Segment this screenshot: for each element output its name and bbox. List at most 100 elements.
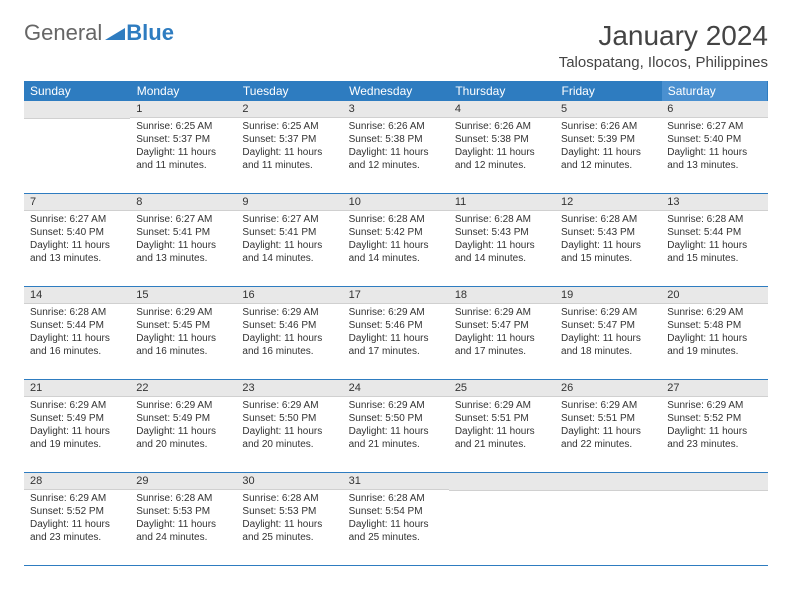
sunset-text: Sunset: 5:45 PM	[136, 319, 230, 332]
sunrise-text: Sunrise: 6:28 AM	[136, 492, 230, 505]
sunset-text: Sunset: 5:47 PM	[455, 319, 549, 332]
day-number: 20	[661, 287, 767, 304]
day-details: Sunrise: 6:26 AMSunset: 5:38 PMDaylight:…	[343, 118, 449, 176]
sunset-text: Sunset: 5:41 PM	[136, 226, 230, 239]
day-details: Sunrise: 6:29 AMSunset: 5:50 PMDaylight:…	[343, 397, 449, 455]
day-cell: 11Sunrise: 6:28 AMSunset: 5:43 PMDayligh…	[449, 194, 555, 287]
day-number: 17	[343, 287, 449, 304]
daylight-text: Daylight: 11 hours and 13 minutes.	[136, 239, 230, 265]
day-number: 2	[236, 101, 342, 118]
sunset-text: Sunset: 5:42 PM	[349, 226, 443, 239]
day-header-row: SundayMondayTuesdayWednesdayThursdayFrid…	[24, 81, 768, 101]
day-cell: 19Sunrise: 6:29 AMSunset: 5:47 PMDayligh…	[555, 287, 661, 380]
sunrise-text: Sunrise: 6:29 AM	[349, 306, 443, 319]
day-details: Sunrise: 6:28 AMSunset: 5:53 PMDaylight:…	[130, 490, 236, 548]
day-cell: 14Sunrise: 6:28 AMSunset: 5:44 PMDayligh…	[24, 287, 130, 380]
day-details: Sunrise: 6:28 AMSunset: 5:44 PMDaylight:…	[661, 211, 767, 269]
daylight-text: Daylight: 11 hours and 12 minutes.	[455, 146, 549, 172]
daylight-text: Daylight: 11 hours and 17 minutes.	[349, 332, 443, 358]
day-number: 1	[130, 101, 236, 118]
sunset-text: Sunset: 5:49 PM	[136, 412, 230, 425]
location: Talospatang, Ilocos, Philippines	[559, 54, 768, 71]
empty-cell	[555, 473, 661, 566]
daylight-text: Daylight: 11 hours and 16 minutes.	[30, 332, 124, 358]
month-title: January 2024	[559, 20, 768, 52]
daylight-text: Daylight: 11 hours and 20 minutes.	[136, 425, 230, 451]
sunrise-text: Sunrise: 6:29 AM	[561, 399, 655, 412]
week-row: 28Sunrise: 6:29 AMSunset: 5:52 PMDayligh…	[24, 473, 768, 566]
daylight-text: Daylight: 11 hours and 25 minutes.	[349, 518, 443, 544]
daylight-text: Daylight: 11 hours and 15 minutes.	[667, 239, 761, 265]
day-cell: 24Sunrise: 6:29 AMSunset: 5:50 PMDayligh…	[343, 380, 449, 473]
day-details: Sunrise: 6:27 AMSunset: 5:41 PMDaylight:…	[130, 211, 236, 269]
day-number: 19	[555, 287, 661, 304]
logo-triangle-icon	[105, 20, 125, 46]
day-details: Sunrise: 6:28 AMSunset: 5:43 PMDaylight:…	[449, 211, 555, 269]
sunset-text: Sunset: 5:37 PM	[242, 133, 336, 146]
day-number: 7	[24, 194, 130, 211]
day-cell: 22Sunrise: 6:29 AMSunset: 5:49 PMDayligh…	[130, 380, 236, 473]
daylight-text: Daylight: 11 hours and 11 minutes.	[242, 146, 336, 172]
day-details: Sunrise: 6:29 AMSunset: 5:46 PMDaylight:…	[236, 304, 342, 362]
day-details: Sunrise: 6:29 AMSunset: 5:45 PMDaylight:…	[130, 304, 236, 362]
day-number: 13	[661, 194, 767, 211]
daylight-text: Daylight: 11 hours and 16 minutes.	[242, 332, 336, 358]
day-number: 16	[236, 287, 342, 304]
day-details: Sunrise: 6:25 AMSunset: 5:37 PMDaylight:…	[130, 118, 236, 176]
day-number: 26	[555, 380, 661, 397]
sunrise-text: Sunrise: 6:29 AM	[349, 399, 443, 412]
sunrise-text: Sunrise: 6:29 AM	[455, 399, 549, 412]
day-details: Sunrise: 6:26 AMSunset: 5:39 PMDaylight:…	[555, 118, 661, 176]
day-number	[555, 473, 661, 491]
day-cell: 29Sunrise: 6:28 AMSunset: 5:53 PMDayligh…	[130, 473, 236, 566]
sunrise-text: Sunrise: 6:29 AM	[30, 492, 124, 505]
day-number: 25	[449, 380, 555, 397]
daylight-text: Daylight: 11 hours and 14 minutes.	[455, 239, 549, 265]
day-header-tuesday: Tuesday	[236, 81, 342, 101]
day-number: 23	[236, 380, 342, 397]
sunset-text: Sunset: 5:52 PM	[667, 412, 761, 425]
day-number	[661, 473, 767, 491]
logo-text-general: General	[24, 20, 102, 46]
day-details: Sunrise: 6:29 AMSunset: 5:47 PMDaylight:…	[449, 304, 555, 362]
day-number: 11	[449, 194, 555, 211]
day-cell: 20Sunrise: 6:29 AMSunset: 5:48 PMDayligh…	[661, 287, 767, 380]
calendar-table: SundayMondayTuesdayWednesdayThursdayFrid…	[24, 81, 768, 566]
sunset-text: Sunset: 5:54 PM	[349, 505, 443, 518]
day-details: Sunrise: 6:28 AMSunset: 5:44 PMDaylight:…	[24, 304, 130, 362]
day-number: 8	[130, 194, 236, 211]
sunrise-text: Sunrise: 6:25 AM	[136, 120, 230, 133]
day-header-monday: Monday	[130, 81, 236, 101]
sunset-text: Sunset: 5:51 PM	[455, 412, 549, 425]
daylight-text: Daylight: 11 hours and 16 minutes.	[136, 332, 230, 358]
header: General Blue January 2024 Talospatang, I…	[24, 20, 768, 71]
empty-cell	[24, 101, 130, 194]
sunrise-text: Sunrise: 6:28 AM	[349, 492, 443, 505]
sunrise-text: Sunrise: 6:29 AM	[136, 399, 230, 412]
day-cell: 17Sunrise: 6:29 AMSunset: 5:46 PMDayligh…	[343, 287, 449, 380]
daylight-text: Daylight: 11 hours and 21 minutes.	[455, 425, 549, 451]
daylight-text: Daylight: 11 hours and 23 minutes.	[30, 518, 124, 544]
daylight-text: Daylight: 11 hours and 22 minutes.	[561, 425, 655, 451]
sunset-text: Sunset: 5:38 PM	[455, 133, 549, 146]
daylight-text: Daylight: 11 hours and 25 minutes.	[242, 518, 336, 544]
day-cell: 7Sunrise: 6:27 AMSunset: 5:40 PMDaylight…	[24, 194, 130, 287]
day-cell: 2Sunrise: 6:25 AMSunset: 5:37 PMDaylight…	[236, 101, 342, 194]
daylight-text: Daylight: 11 hours and 20 minutes.	[242, 425, 336, 451]
sunset-text: Sunset: 5:51 PM	[561, 412, 655, 425]
day-header-friday: Friday	[555, 81, 661, 101]
day-details: Sunrise: 6:27 AMSunset: 5:40 PMDaylight:…	[661, 118, 767, 176]
sunset-text: Sunset: 5:52 PM	[30, 505, 124, 518]
day-details: Sunrise: 6:29 AMSunset: 5:46 PMDaylight:…	[343, 304, 449, 362]
day-cell: 12Sunrise: 6:28 AMSunset: 5:43 PMDayligh…	[555, 194, 661, 287]
day-details: Sunrise: 6:28 AMSunset: 5:43 PMDaylight:…	[555, 211, 661, 269]
day-details: Sunrise: 6:28 AMSunset: 5:53 PMDaylight:…	[236, 490, 342, 548]
day-details: Sunrise: 6:29 AMSunset: 5:49 PMDaylight:…	[24, 397, 130, 455]
sunrise-text: Sunrise: 6:27 AM	[136, 213, 230, 226]
day-number: 31	[343, 473, 449, 490]
sunset-text: Sunset: 5:38 PM	[349, 133, 443, 146]
day-cell: 1Sunrise: 6:25 AMSunset: 5:37 PMDaylight…	[130, 101, 236, 194]
week-row: 21Sunrise: 6:29 AMSunset: 5:49 PMDayligh…	[24, 380, 768, 473]
day-details: Sunrise: 6:28 AMSunset: 5:42 PMDaylight:…	[343, 211, 449, 269]
empty-cell	[661, 473, 767, 566]
